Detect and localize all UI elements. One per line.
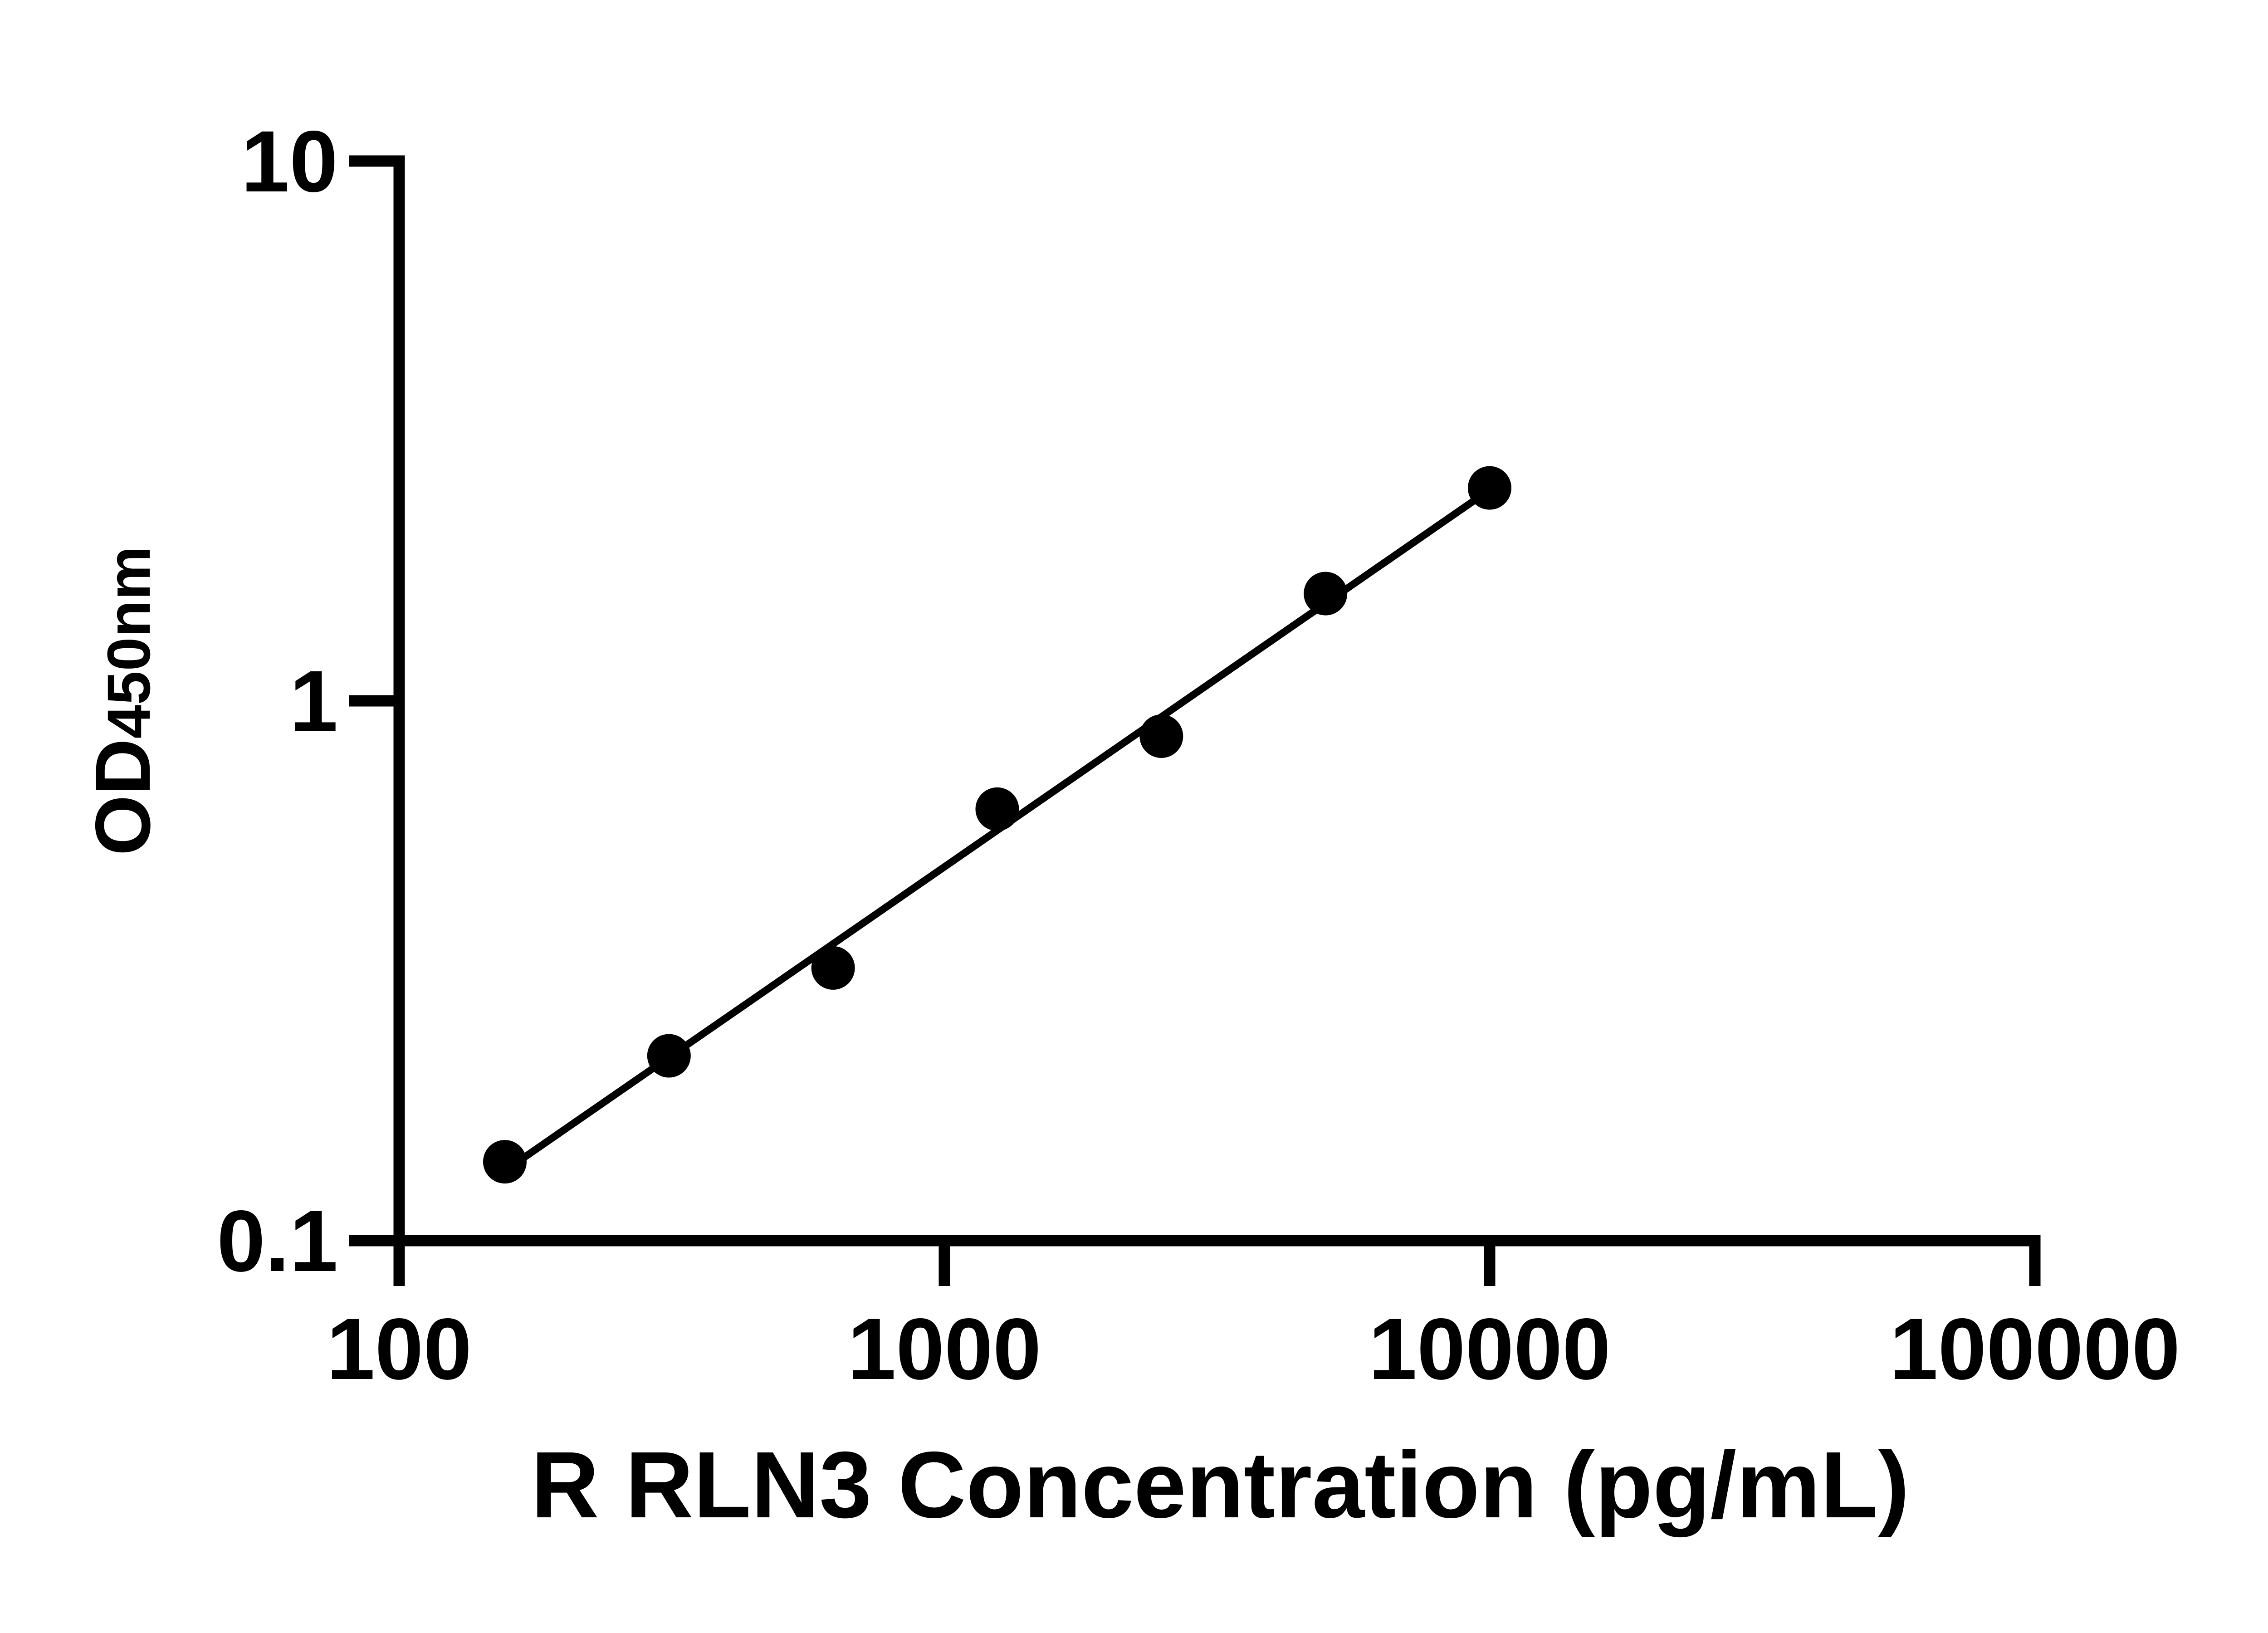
x-axis-title: R RLN3 Concentration (pg/mL): [531, 1433, 1910, 1538]
x-tick-label: 10000: [1369, 1300, 1611, 1398]
y-tick-label: 0.1: [217, 1192, 338, 1290]
plot-area: 10 1 0.1 100 1000 10000 100000: [217, 112, 2180, 1398]
y-tick-label: 10: [241, 112, 338, 210]
data-point: [647, 1034, 691, 1078]
x-tick-label: 1000: [847, 1300, 1041, 1398]
data-point: [1468, 466, 1511, 510]
y-axis-title-main: OD: [79, 738, 166, 856]
y-tick-label: 1: [289, 652, 338, 750]
data-point: [1304, 572, 1348, 616]
x-tick-label: 100000: [1890, 1300, 2180, 1398]
data-point: [1139, 714, 1183, 758]
x-tick-label: 100: [327, 1300, 472, 1398]
data-point: [483, 1140, 527, 1184]
data-point: [975, 787, 1019, 831]
y-axis-title-sub: 450nm: [95, 546, 163, 739]
data-point: [811, 946, 855, 990]
y-axis-title: OD450nm: [79, 546, 166, 856]
